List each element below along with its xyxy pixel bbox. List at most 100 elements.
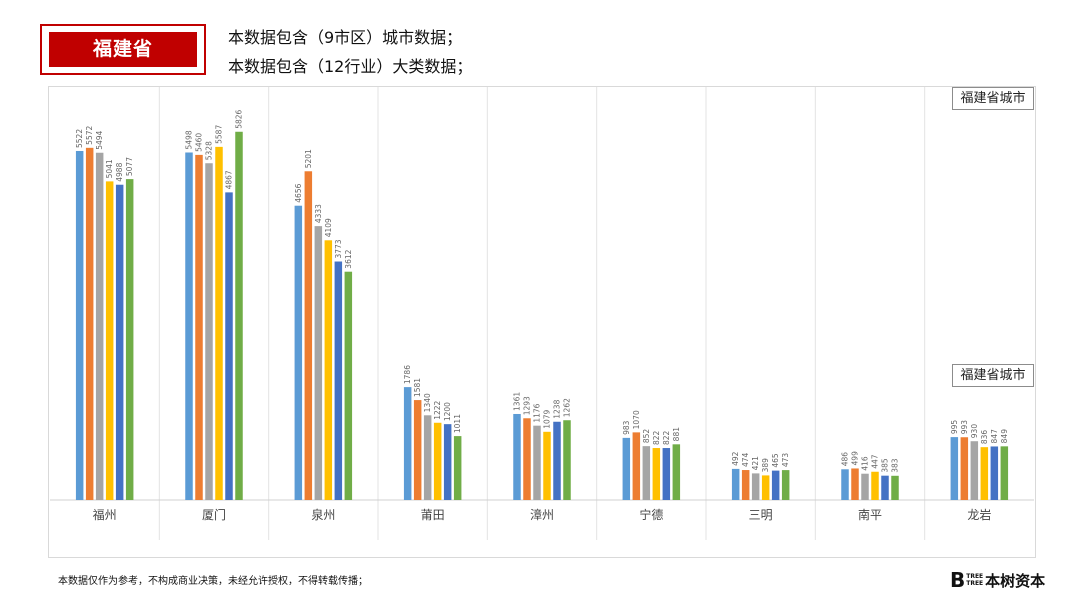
bar xyxy=(344,271,353,500)
bar xyxy=(423,415,432,500)
data-label: 5494 xyxy=(95,130,104,149)
bar xyxy=(413,400,422,500)
x-tick-label: 南平 xyxy=(858,507,882,522)
bar xyxy=(781,470,790,500)
x-tick-label: 福州 xyxy=(93,507,117,522)
bar xyxy=(741,470,750,500)
bar xyxy=(751,473,760,500)
bar xyxy=(761,475,770,500)
bar xyxy=(662,448,671,500)
data-label: 4867 xyxy=(225,170,234,189)
data-label: 1786 xyxy=(403,365,412,384)
data-label: 1011 xyxy=(453,414,462,433)
bar xyxy=(960,437,969,500)
bar xyxy=(443,424,452,500)
bar xyxy=(891,475,899,500)
data-label: 492 xyxy=(731,451,740,466)
bar xyxy=(861,473,869,500)
x-tick-label: 莆田 xyxy=(421,508,445,522)
data-label: 5460 xyxy=(195,133,204,152)
data-label: 1176 xyxy=(533,403,542,422)
data-label: 5328 xyxy=(205,141,214,160)
bar xyxy=(881,475,889,500)
x-tick-label: 三明 xyxy=(749,508,773,522)
data-label: 1070 xyxy=(632,410,641,429)
data-label: 836 xyxy=(980,430,989,445)
bar xyxy=(533,425,541,500)
data-label: 5498 xyxy=(185,130,194,149)
legend-label-top: 福建省城市 xyxy=(952,87,1034,110)
brand-logo: B TREE TREE 本树资本 xyxy=(950,568,1045,592)
data-label: 4333 xyxy=(314,204,323,223)
data-label: 3773 xyxy=(334,239,343,258)
bar xyxy=(324,240,333,501)
disclaimer-note: 本数据仅作为参考，不构成商业决策，未经允许授权，不得转载传播； xyxy=(58,576,368,587)
x-tick-label: 宁德 xyxy=(639,507,663,522)
data-label: 847 xyxy=(990,429,999,444)
bar xyxy=(642,446,651,500)
bar xyxy=(871,471,879,500)
data-label: 473 xyxy=(781,453,790,468)
data-label: 383 xyxy=(891,458,900,473)
data-label: 385 xyxy=(881,458,890,473)
data-label: 881 xyxy=(672,427,681,442)
data-label: 1200 xyxy=(443,402,452,421)
data-label: 4109 xyxy=(324,218,333,237)
bar xyxy=(652,448,661,500)
data-label: 822 xyxy=(662,430,671,445)
bar xyxy=(990,446,999,500)
bar xyxy=(334,261,343,500)
bar xyxy=(75,150,84,501)
brand-letter: B xyxy=(950,568,966,592)
province-title: 福建省 xyxy=(49,32,197,67)
description-line-1: 本数据包含（9市区）城市数据； xyxy=(228,28,463,47)
legend-label-bottom: 福建省城市 xyxy=(952,364,1034,387)
bar xyxy=(970,441,979,500)
bar xyxy=(235,131,243,500)
data-label: 1079 xyxy=(543,409,552,428)
data-label: 5041 xyxy=(105,159,114,178)
data-label: 1361 xyxy=(513,392,522,411)
bar xyxy=(453,436,462,500)
data-label: 486 xyxy=(841,452,850,467)
bar xyxy=(523,418,531,500)
data-label: 5572 xyxy=(85,126,94,145)
chart-frame xyxy=(48,86,1036,558)
data-label: 983 xyxy=(622,420,631,435)
description-line-2: 本数据包含（12行业）大类数据； xyxy=(228,57,473,76)
data-label: 1293 xyxy=(523,396,532,415)
data-label: 416 xyxy=(861,456,870,471)
bar xyxy=(314,226,323,500)
bar xyxy=(622,437,631,500)
bar xyxy=(841,469,849,500)
x-tick-label: 漳州 xyxy=(530,507,554,522)
province-tag: 福建省 xyxy=(40,24,206,75)
bar xyxy=(632,432,641,500)
bar xyxy=(672,444,681,500)
bar xyxy=(105,181,114,500)
data-label: 5077 xyxy=(125,157,134,176)
data-label: 1238 xyxy=(553,399,562,418)
bar xyxy=(1000,446,1009,500)
bar xyxy=(215,146,223,500)
data-label: 3612 xyxy=(344,249,353,268)
data-label: 993 xyxy=(960,420,969,435)
data-label: 474 xyxy=(741,452,750,467)
bar xyxy=(185,152,193,501)
bar xyxy=(851,468,859,500)
bar xyxy=(950,437,959,500)
bar xyxy=(403,387,412,500)
bar xyxy=(433,422,442,500)
bar xyxy=(294,205,303,500)
bar xyxy=(125,179,134,500)
data-label: 4988 xyxy=(115,162,124,181)
brand-small-text: TREE TREE xyxy=(966,573,983,587)
bar xyxy=(304,171,313,500)
x-tick-label: 厦门 xyxy=(202,507,226,522)
data-label: 1340 xyxy=(423,393,432,412)
data-label: 822 xyxy=(652,430,661,445)
data-label: 4656 xyxy=(294,183,303,202)
data-label: 5587 xyxy=(215,125,224,144)
bar xyxy=(115,184,124,501)
